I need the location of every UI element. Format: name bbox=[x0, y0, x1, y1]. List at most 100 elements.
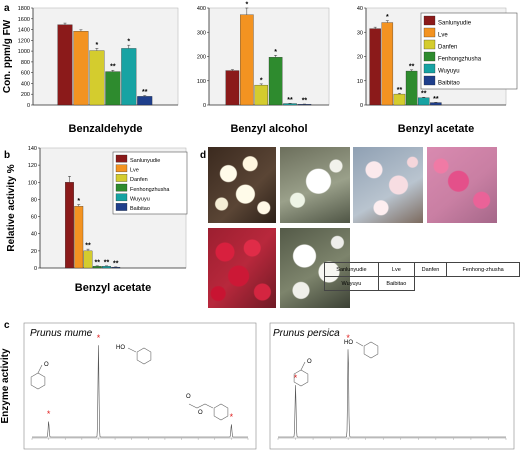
y-tick-label: 20 bbox=[31, 249, 37, 255]
photo-key-table: Sanlunyudie Lve Danfen Fenhong-zhusha Wu… bbox=[324, 262, 520, 291]
chart-title: Benzyl alcohol bbox=[230, 123, 307, 135]
legend-label: Fenhongzhusha bbox=[438, 56, 482, 62]
bar bbox=[240, 14, 254, 106]
benzyl-alcohol-structure bbox=[136, 347, 152, 365]
trace-title-persica: Prunus persica bbox=[273, 328, 340, 339]
y-axis-label: Con. ppm/g FW bbox=[2, 19, 13, 93]
photo-wuyuyu bbox=[208, 228, 276, 308]
benzyl-alcohol-structure-2 bbox=[363, 341, 379, 359]
legend-b: Sanlunyudie Lve Danfen Fenhongzhusha Wuyuyu B… bbox=[112, 151, 188, 215]
significance-mark: ** bbox=[287, 97, 293, 104]
bond bbox=[188, 403, 214, 409]
benzaldehyde-structure bbox=[30, 372, 46, 390]
bar bbox=[121, 48, 137, 106]
photo-danfen bbox=[353, 147, 423, 223]
legend-swatch bbox=[423, 51, 436, 62]
photo-key-cell: Danfen bbox=[413, 262, 448, 277]
chromatogram-trace bbox=[278, 349, 506, 438]
y-tick-label: 0 bbox=[360, 103, 363, 109]
significance-mark: ** bbox=[110, 64, 116, 71]
photo-sanlunyudie bbox=[208, 147, 276, 223]
legend-label: Wuyuyu bbox=[438, 68, 460, 74]
bond bbox=[300, 361, 306, 371]
bar bbox=[65, 182, 74, 269]
photo-fenhongzhusha bbox=[427, 147, 497, 223]
y-tick-label: 200 bbox=[21, 92, 30, 98]
chart-title: Benzyl acetate bbox=[398, 123, 474, 135]
y-axis-label: Relative activity % bbox=[6, 164, 17, 251]
photo-key-row-2: Wuyuyu Baibitao bbox=[324, 276, 520, 291]
y-tick-label: 80 bbox=[31, 197, 37, 203]
chromatograms: Enzyme activity * * * * * O HO O O O HO bbox=[0, 322, 515, 450]
significance-mark: ** bbox=[85, 243, 91, 250]
significance-mark: ** bbox=[95, 259, 101, 266]
legend-swatch bbox=[115, 154, 128, 163]
y-tick-label: 0 bbox=[34, 266, 37, 272]
bar bbox=[73, 31, 89, 106]
bar bbox=[57, 24, 73, 106]
y-tick-label: 0 bbox=[27, 103, 30, 109]
significance-mark: ** bbox=[113, 260, 119, 267]
bar bbox=[83, 250, 93, 269]
y-tick-label: 1400 bbox=[18, 28, 30, 34]
chart-title: Benzyl acetate bbox=[75, 282, 151, 294]
bar bbox=[381, 22, 394, 106]
peak-marker: * bbox=[47, 409, 51, 419]
legend-label: Wuyuyu bbox=[130, 196, 150, 202]
photo-key-cell: Sanlunyudie bbox=[324, 262, 379, 277]
structure-atom: O bbox=[198, 410, 203, 416]
bond bbox=[355, 341, 364, 347]
peak-marker: * bbox=[294, 373, 298, 383]
legend-label: Danfen bbox=[438, 44, 457, 50]
significance-mark: ** bbox=[409, 63, 415, 70]
photo-key-cell: Fenhong-zhusha bbox=[446, 262, 520, 277]
legend-label: Sanlunyudie bbox=[438, 20, 472, 26]
y-tick-label: 0 bbox=[203, 103, 206, 109]
y-tick-label: 30 bbox=[357, 30, 363, 36]
significance-mark: ** bbox=[397, 87, 403, 94]
significance-mark: * bbox=[260, 77, 263, 84]
bar bbox=[369, 28, 381, 106]
legend-label: Sanlunyudie bbox=[130, 158, 160, 164]
legend-swatch bbox=[423, 39, 436, 50]
legend-swatch bbox=[423, 15, 436, 26]
legend-swatch bbox=[423, 63, 436, 74]
legend-label: Lve bbox=[130, 167, 139, 173]
bar bbox=[430, 102, 442, 106]
significance-mark: * bbox=[245, 2, 248, 9]
y-tick-label: 600 bbox=[21, 71, 30, 77]
chart-benzaldehyde: 020040060080010001200140016001800******B… bbox=[2, 6, 179, 135]
y-tick-label: 60 bbox=[31, 215, 37, 221]
bar bbox=[105, 71, 121, 106]
y-tick-label: 300 bbox=[197, 30, 206, 36]
legend-label: Danfen bbox=[130, 177, 148, 183]
chromatogram-trace bbox=[32, 345, 248, 438]
bar bbox=[225, 70, 240, 106]
photo-lve bbox=[280, 147, 350, 223]
bar bbox=[268, 57, 283, 106]
legend-a: Sanlunyudie Lve Danfen Fenhongzhusha Wuyuyu B… bbox=[420, 12, 518, 90]
trace-frame bbox=[269, 322, 515, 450]
panel-label-d: d bbox=[200, 150, 206, 161]
trace-frame bbox=[23, 322, 257, 450]
significance-mark: ** bbox=[421, 91, 427, 98]
structure-atom: O bbox=[307, 359, 312, 365]
y-tick-label: 20 bbox=[357, 55, 363, 61]
y-tick-label: 40 bbox=[357, 6, 363, 12]
significance-mark: * bbox=[386, 14, 389, 21]
photo-key-cell: Wuyuyu bbox=[324, 276, 379, 291]
benzaldehyde-structure-2 bbox=[293, 369, 309, 387]
y-tick-label: 400 bbox=[21, 81, 30, 87]
significance-mark: * bbox=[274, 49, 277, 56]
bond bbox=[127, 347, 137, 353]
structure-atom: HO bbox=[116, 345, 125, 351]
y-tick-label: 1800 bbox=[18, 6, 30, 12]
bar bbox=[102, 266, 111, 269]
panel-label-c: c bbox=[4, 320, 10, 331]
y-tick-label: 1200 bbox=[18, 38, 30, 44]
bar bbox=[137, 96, 153, 106]
photo-key-row-1: Sanlunyudie Lve Danfen Fenhong-zhusha bbox=[324, 262, 520, 277]
legend-label: Fenhongzhusha bbox=[130, 187, 170, 193]
legend-label: Baibitao bbox=[438, 80, 460, 86]
